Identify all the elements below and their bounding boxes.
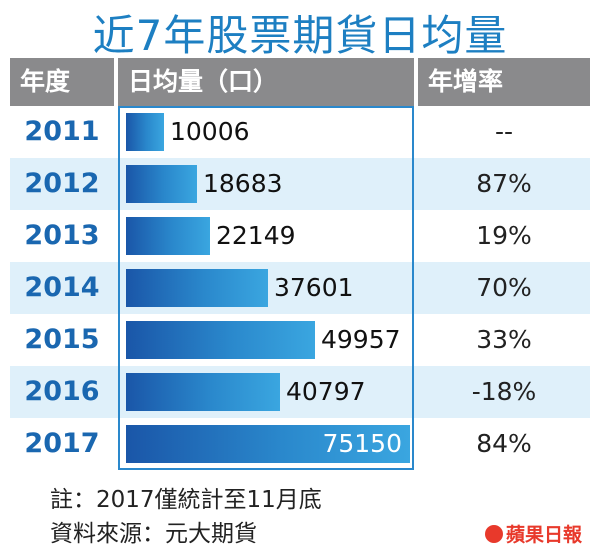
apple-icon <box>484 525 503 543</box>
volume-bar <box>126 269 268 307</box>
year-label: 2011 <box>24 116 100 147</box>
growth-rate: -18% <box>471 377 537 406</box>
table-row <box>10 262 590 314</box>
volume-value-label: 49957 <box>321 325 401 354</box>
header-year: 年度 <box>10 58 114 106</box>
volume-value-label: 10006 <box>170 117 250 146</box>
footnote-note: 註：2017僅統計至11月底 <box>50 487 322 513</box>
brand-name: 蘋果日報 <box>505 524 582 546</box>
volume-value-label: 37601 <box>274 273 354 302</box>
volume-bar <box>126 321 315 359</box>
volume-bar <box>126 217 210 255</box>
volume-value-label: 40797 <box>286 377 366 406</box>
page-title: 近7年股票期貨日均量 <box>92 11 508 60</box>
volume-value-label: 18683 <box>203 169 283 198</box>
volume-bar <box>126 425 410 463</box>
header-volume: 日均量（口） <box>118 58 414 106</box>
year-label: 2014 <box>24 272 100 303</box>
footnote-source: 資料來源：元大期貨 <box>50 521 257 547</box>
growth-rate: 70% <box>476 273 532 302</box>
year-label: 2012 <box>24 168 100 199</box>
growth-rate: -- <box>494 117 514 146</box>
growth-rate: 19% <box>476 221 532 250</box>
table-row <box>10 158 590 210</box>
table-row <box>10 366 590 418</box>
volume-bar <box>126 113 164 151</box>
growth-rate: 84% <box>476 429 532 458</box>
volume-bar <box>126 165 197 203</box>
brand-logo: 蘋果日報 <box>484 520 582 547</box>
header-growth: 年增率 <box>418 58 590 106</box>
volume-column-frame <box>118 106 414 470</box>
growth-rate: 87% <box>476 169 532 198</box>
volume-value-label: 22149 <box>216 221 296 250</box>
volume-bar <box>126 373 280 411</box>
year-label: 2013 <box>24 220 100 251</box>
year-label: 2016 <box>24 376 100 407</box>
year-label: 2017 <box>24 428 100 459</box>
volume-value-label: 75150 <box>322 429 402 458</box>
growth-rate: 33% <box>476 325 532 354</box>
year-label: 2015 <box>24 324 100 355</box>
